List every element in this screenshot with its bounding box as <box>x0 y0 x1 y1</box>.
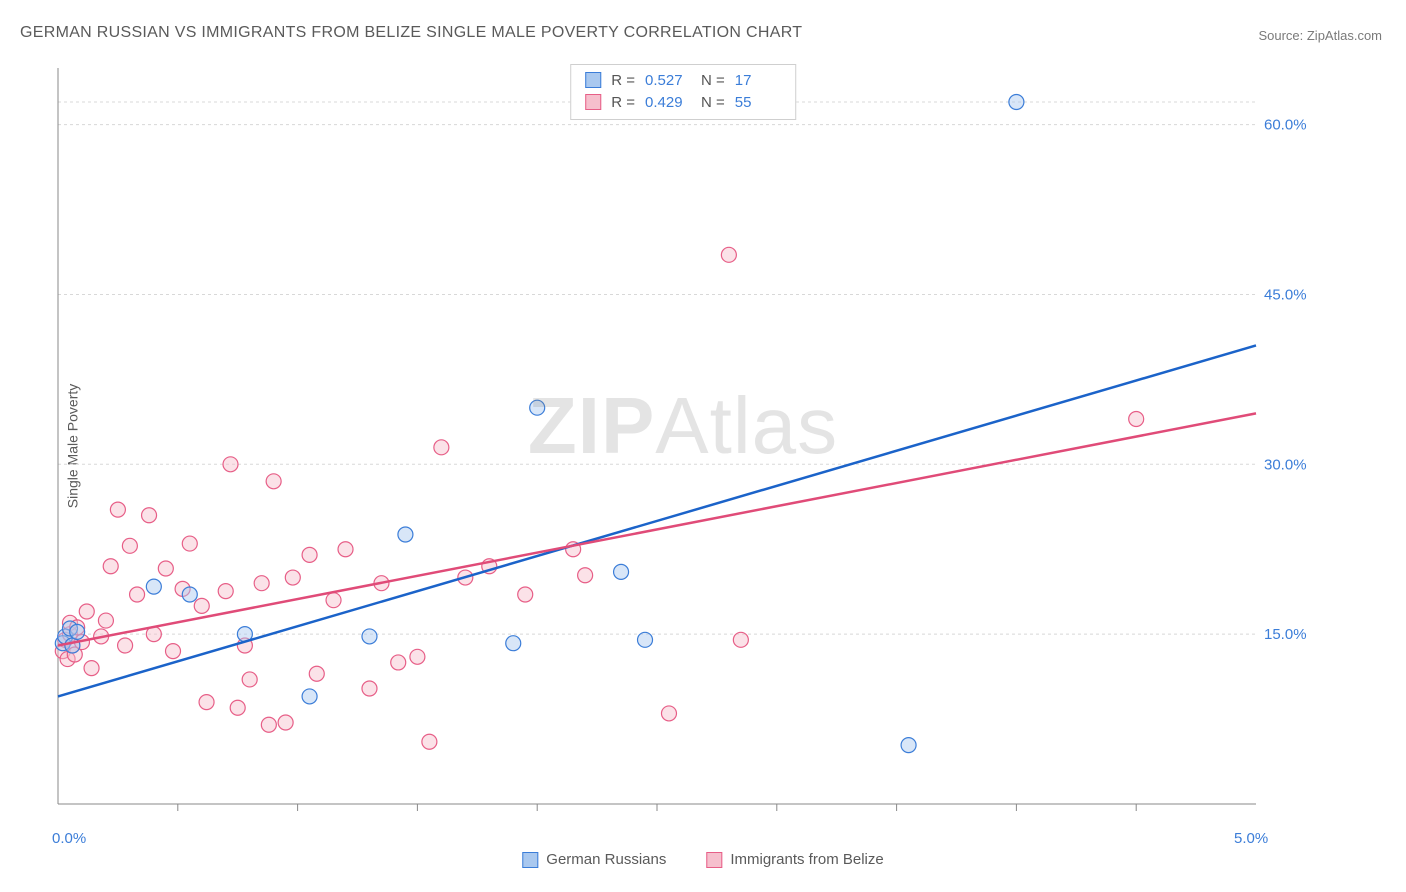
data-point <box>614 564 629 579</box>
correlation-legend: R = 0.527 N = 17 R = 0.429 N = 55 <box>570 64 796 120</box>
n-value-belize: 55 <box>735 94 781 111</box>
svg-text:60.0%: 60.0% <box>1264 117 1307 134</box>
x-axis-min-label: 0.0% <box>52 830 86 847</box>
data-point <box>146 579 161 594</box>
data-point <box>70 624 85 639</box>
data-point <box>261 717 276 732</box>
data-point <box>84 661 99 676</box>
plot-area: 15.0% 30.0% 45.0% 60.0% R = 0.527 N = 17 R … <box>50 60 1316 822</box>
data-point <box>103 559 118 574</box>
data-point <box>422 734 437 749</box>
data-point <box>302 689 317 704</box>
svg-text:45.0%: 45.0% <box>1264 286 1307 303</box>
data-point <box>1129 412 1144 427</box>
corr-row-belize: R = 0.429 N = 55 <box>585 91 781 113</box>
data-point <box>338 542 353 557</box>
data-point <box>142 508 157 523</box>
data-point <box>530 400 545 415</box>
data-point <box>218 584 233 599</box>
data-point <box>278 715 293 730</box>
r-label: R = <box>611 94 635 111</box>
legend-item-belize: Immigrants from Belize <box>706 851 883 868</box>
data-point <box>410 649 425 664</box>
data-point <box>638 632 653 647</box>
legend-label-german: German Russians <box>546 851 666 868</box>
scatter-plot-svg: 15.0% 30.0% 45.0% 60.0% <box>50 60 1316 822</box>
data-point <box>79 604 94 619</box>
data-point <box>398 527 413 542</box>
data-point <box>98 613 113 628</box>
series-legend: German Russians Immigrants from Belize <box>522 851 883 868</box>
svg-text:30.0%: 30.0% <box>1264 456 1307 473</box>
data-point <box>721 247 736 262</box>
data-point <box>578 568 593 583</box>
data-point <box>158 561 173 576</box>
data-point <box>199 695 214 710</box>
x-axis-max-label: 5.0% <box>1234 830 1268 847</box>
legend-swatch-german <box>522 852 538 868</box>
data-point <box>391 655 406 670</box>
data-point <box>166 644 181 659</box>
data-point <box>194 598 209 613</box>
swatch-belize <box>585 94 601 110</box>
data-point <box>242 672 257 687</box>
data-point <box>223 457 238 472</box>
data-point <box>254 576 269 591</box>
data-point <box>733 632 748 647</box>
legend-swatch-belize <box>706 852 722 868</box>
legend-label-belize: Immigrants from Belize <box>730 851 883 868</box>
data-point <box>285 570 300 585</box>
chart-title: GERMAN RUSSIAN VS IMMIGRANTS FROM BELIZE… <box>20 24 802 42</box>
legend-item-german: German Russians <box>522 851 666 868</box>
data-point <box>309 666 324 681</box>
data-point <box>130 587 145 602</box>
swatch-german <box>585 72 601 88</box>
data-point <box>661 706 676 721</box>
data-point <box>65 638 80 653</box>
data-point <box>182 536 197 551</box>
data-point <box>302 547 317 562</box>
svg-text:15.0%: 15.0% <box>1264 626 1307 643</box>
r-value-german: 0.527 <box>645 72 691 89</box>
data-point <box>362 681 377 696</box>
data-point <box>434 440 449 455</box>
r-value-belize: 0.429 <box>645 94 691 111</box>
source-attribution: Source: ZipAtlas.com <box>1258 28 1382 43</box>
data-point <box>266 474 281 489</box>
r-label: R = <box>611 72 635 89</box>
data-point <box>230 700 245 715</box>
n-label: N = <box>701 72 725 89</box>
data-point <box>506 636 521 651</box>
corr-row-german: R = 0.527 N = 17 <box>585 69 781 91</box>
n-value-german: 17 <box>735 72 781 89</box>
data-point <box>122 538 137 553</box>
data-point <box>901 738 916 753</box>
data-point <box>110 502 125 517</box>
data-point <box>1009 94 1024 109</box>
n-label: N = <box>701 94 725 111</box>
data-point <box>518 587 533 602</box>
data-point <box>182 587 197 602</box>
data-point <box>326 593 341 608</box>
trend-line <box>58 345 1256 696</box>
data-point <box>362 629 377 644</box>
data-point <box>118 638 133 653</box>
trend-line <box>58 413 1256 645</box>
